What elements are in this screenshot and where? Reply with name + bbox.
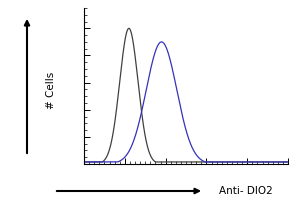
Text: # Cells: # Cells — [46, 71, 56, 109]
Text: Anti- DIO2: Anti- DIO2 — [219, 186, 273, 196]
